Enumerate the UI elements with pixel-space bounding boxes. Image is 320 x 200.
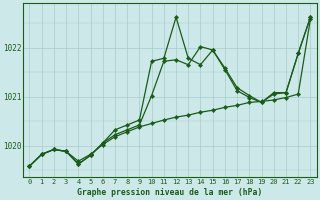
X-axis label: Graphe pression niveau de la mer (hPa): Graphe pression niveau de la mer (hPa) [77,188,263,197]
